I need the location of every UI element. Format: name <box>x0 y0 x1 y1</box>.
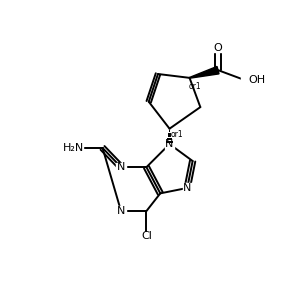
Text: or1: or1 <box>171 130 184 139</box>
Bar <box>140 232 153 241</box>
Bar <box>165 140 174 149</box>
Text: N: N <box>183 183 191 193</box>
Text: N: N <box>117 162 125 172</box>
Text: H₂N: H₂N <box>63 143 84 153</box>
Text: Cl: Cl <box>141 231 152 241</box>
Bar <box>116 206 126 216</box>
Polygon shape <box>189 67 219 78</box>
Text: N: N <box>165 139 174 149</box>
Bar <box>183 183 192 192</box>
Text: O: O <box>214 43 222 53</box>
Bar <box>116 162 126 172</box>
Bar <box>64 143 82 153</box>
Bar <box>241 76 258 85</box>
Bar <box>213 43 223 52</box>
Text: OH: OH <box>248 75 265 85</box>
Text: N: N <box>117 206 125 216</box>
Text: or1: or1 <box>189 82 201 91</box>
